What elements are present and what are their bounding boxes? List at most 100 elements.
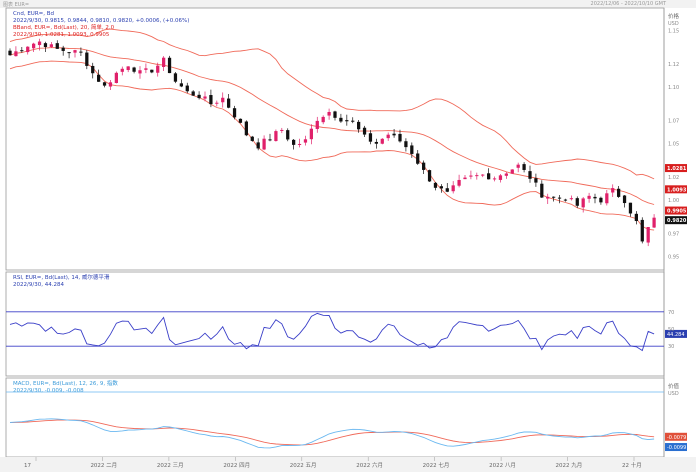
bband-legend-line2: 2022/9/30, 1.0281, 1.0093, 0.9905	[13, 32, 110, 38]
x-tick-label: 2022 四月	[223, 462, 250, 469]
candle-body	[132, 67, 136, 72]
rsi-ytick-label: 30	[668, 344, 674, 350]
candle-body	[345, 120, 349, 122]
candle-body	[20, 50, 24, 52]
candle-body	[504, 173, 508, 176]
candle-body	[14, 51, 18, 57]
candle-body	[244, 121, 248, 136]
candle-body	[575, 198, 579, 206]
bband-upper-line	[9, 28, 655, 180]
price-unit-label: 价格	[668, 12, 680, 20]
price-ytick-label: 1.00	[668, 198, 679, 204]
bband-upper-tag	[665, 164, 687, 173]
candle-body	[534, 178, 538, 183]
candle-body	[321, 116, 325, 123]
candle-body	[315, 120, 319, 129]
price-ytick-label: 1.02	[668, 175, 679, 181]
macd-line	[9, 418, 655, 449]
bband-middle-line	[9, 47, 655, 205]
price-ytick-label: 1.15	[668, 28, 679, 34]
price-ytick-label: 0.95	[668, 254, 679, 260]
candle-body	[386, 134, 390, 139]
window-title: 图表 EUR=	[3, 2, 30, 8]
candle-body	[457, 179, 461, 186]
candle-body	[37, 41, 42, 46]
macd-legend-line2: 2022/9/30, -0.009, -0.008	[13, 388, 84, 394]
candle-body	[309, 128, 313, 140]
bband-upper-tag-label: 1.0281	[667, 166, 687, 172]
rsi-legend: RSI, EUR=, Bd(Last), 14, 威尔德平滑 2022/9/30…	[13, 275, 109, 289]
candle-body	[498, 175, 503, 180]
candle-body	[156, 65, 160, 73]
bband-lower-tag-label: 0.9905	[667, 209, 687, 215]
candle-body	[427, 170, 432, 182]
x-tick-label: 2022 五月	[290, 462, 317, 469]
bband-middle-tag-label: 1.0093	[667, 187, 687, 193]
candle-body	[297, 143, 302, 145]
candle-body	[268, 139, 272, 141]
candle-body	[85, 52, 89, 66]
candle-body	[215, 102, 219, 104]
price-ytick-label: 1.07	[668, 119, 679, 125]
candle-body	[652, 217, 656, 228]
candle-body	[67, 52, 71, 54]
macd-last-tag	[665, 443, 687, 452]
price-ytick-label: 1.10	[668, 85, 679, 91]
candle-body	[191, 91, 195, 96]
macd-signal-tag	[665, 432, 687, 441]
x-tick-label: 2022 二月	[90, 462, 117, 469]
candle-body	[540, 183, 544, 198]
candle-body	[552, 196, 556, 198]
x-tick-label: 2022 六月	[356, 461, 383, 469]
candle-body	[492, 178, 497, 180]
candle-body	[445, 188, 449, 192]
candle-body	[262, 138, 266, 150]
candle-body	[73, 50, 77, 53]
x-tick-label: 2022 八月	[489, 462, 516, 469]
candle-body	[91, 65, 95, 74]
candle-body	[398, 133, 402, 142]
candle-body	[475, 175, 479, 177]
candle-body	[185, 85, 189, 92]
candle-body	[150, 69, 154, 73]
rsi-ytick-label: 70	[668, 310, 674, 316]
candle-body	[587, 195, 591, 199]
candle-body	[280, 129, 284, 131]
candle-body	[274, 131, 278, 142]
candle-body	[380, 138, 384, 144]
x-tick-label: 2022 九月	[556, 461, 583, 469]
header-bar: 图表 EUR= 2022/12/06 - 2022/10/10 GMT	[0, 0, 696, 8]
candle-body	[221, 97, 225, 103]
candle-body	[439, 186, 443, 189]
candle-body	[617, 188, 621, 197]
candle-body	[144, 68, 148, 70]
candle-body	[581, 198, 585, 208]
candle-body	[227, 98, 231, 108]
candle-body	[410, 145, 414, 154]
bband-middle-tag	[665, 185, 687, 194]
macd-signal-label: -0.0079	[667, 435, 686, 441]
candle-body	[351, 120, 355, 122]
candle-body	[126, 66, 130, 71]
candle-body	[599, 197, 603, 203]
rsi-line	[9, 312, 655, 352]
bband-lower-tag	[665, 206, 687, 215]
price-panel	[5, 7, 665, 271]
candle-body	[528, 171, 532, 179]
candle-body	[487, 173, 491, 180]
macd-unit-label: 价值	[668, 382, 680, 390]
candle-body	[605, 193, 609, 204]
candle-body	[481, 174, 485, 176]
price-ytick-label: 1.05	[668, 141, 679, 147]
price-legend-line1: Cnd, EUR=, Bd	[13, 11, 55, 17]
candle-body	[209, 95, 213, 105]
macd-panel	[5, 377, 665, 458]
last-price-tag	[665, 216, 687, 225]
candle-body	[563, 199, 568, 201]
x-tick-label: 22 十月	[622, 461, 642, 469]
candle-body	[628, 202, 633, 214]
candle-body	[327, 111, 331, 116]
rsi-ytick-label: 50	[668, 327, 674, 333]
price-unit-label: USD	[668, 21, 679, 27]
